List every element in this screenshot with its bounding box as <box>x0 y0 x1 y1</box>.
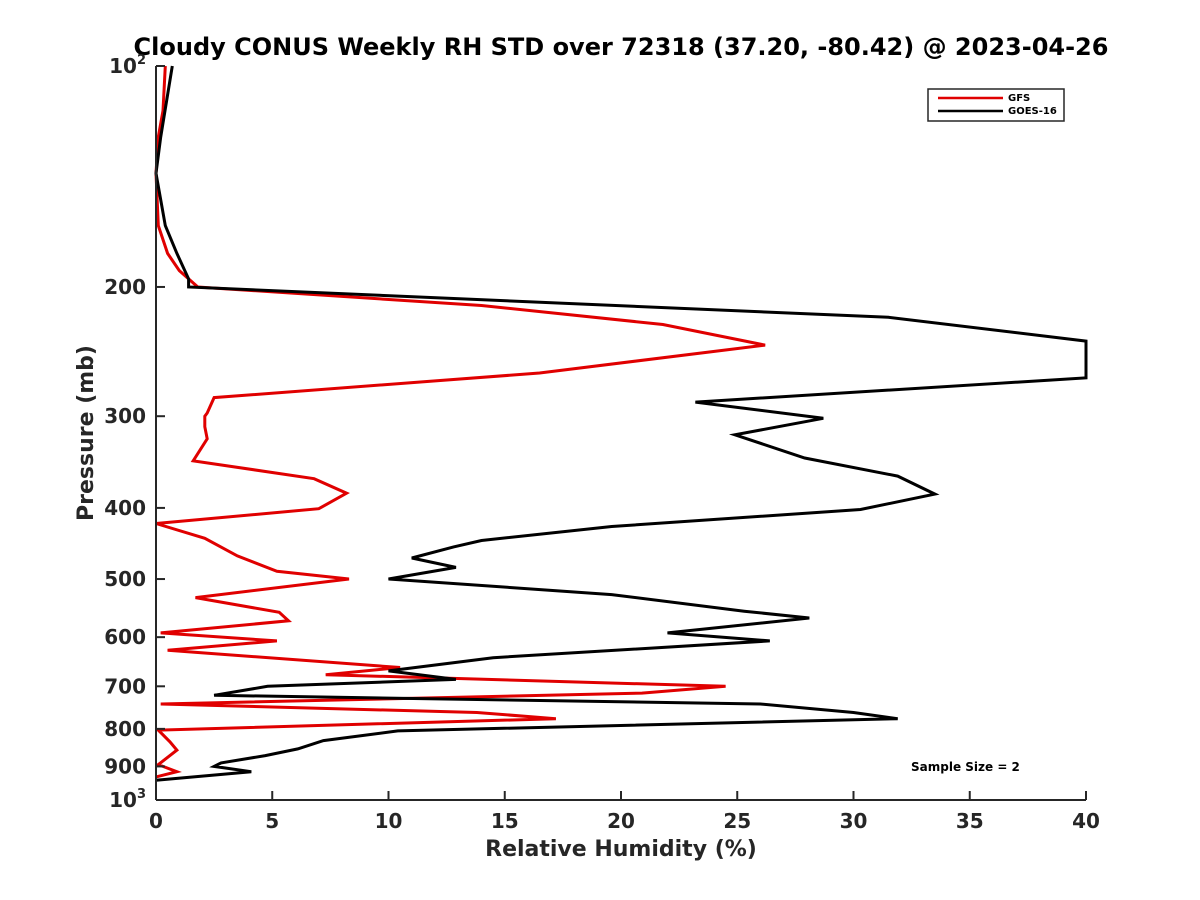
y-tick-label: 500 <box>104 567 146 591</box>
y-tick-label: 700 <box>104 674 146 698</box>
x-tick-label: 10 <box>375 809 403 833</box>
x-axis-label: Relative Humidity (%) <box>485 837 757 862</box>
legend-label-gfs: GFS <box>1008 93 1030 104</box>
x-tick-label: 35 <box>956 809 984 833</box>
y-tick-label: 900 <box>104 754 146 778</box>
y-tick-label: 400 <box>104 496 146 520</box>
series-line-gfs <box>154 65 766 779</box>
y-tick-label: 300 <box>104 404 146 428</box>
series-layer <box>154 65 1088 782</box>
y-tick-label: 102 <box>109 53 146 78</box>
plot-area <box>156 66 1086 800</box>
x-tick-label: 0 <box>149 809 163 833</box>
x-tick-label: 20 <box>607 809 635 833</box>
axes-background <box>156 66 1086 800</box>
sample-size-annotation: Sample Size = 2 <box>911 760 1020 774</box>
x-tick-label: 30 <box>840 809 868 833</box>
y-tick-label: 200 <box>104 275 146 299</box>
y-tick-label: 600 <box>104 625 146 649</box>
series-line-goes16 <box>154 65 1088 782</box>
chart-title: Cloudy CONUS Weekly RH STD over 72318 (3… <box>134 33 1109 61</box>
y-tick-label: 103 <box>109 787 146 812</box>
legend-box <box>927 88 1065 122</box>
y-ticks: 200 300 400 500 600 700 800 900 102 103 <box>104 53 165 812</box>
x-ticks: 0 5 10 15 20 25 30 35 40 <box>149 791 1100 833</box>
legend: GFS GOES-16 <box>927 88 1065 122</box>
x-tick-label: 5 <box>265 809 279 833</box>
x-tick-label: 40 <box>1072 809 1100 833</box>
y-axis-label: Pressure (mb) <box>74 345 99 521</box>
x-tick-label: 25 <box>723 809 751 833</box>
x-tick-label: 15 <box>491 809 519 833</box>
legend-label-goes16: GOES-16 <box>1008 106 1057 117</box>
y-tick-label: 800 <box>104 717 146 741</box>
